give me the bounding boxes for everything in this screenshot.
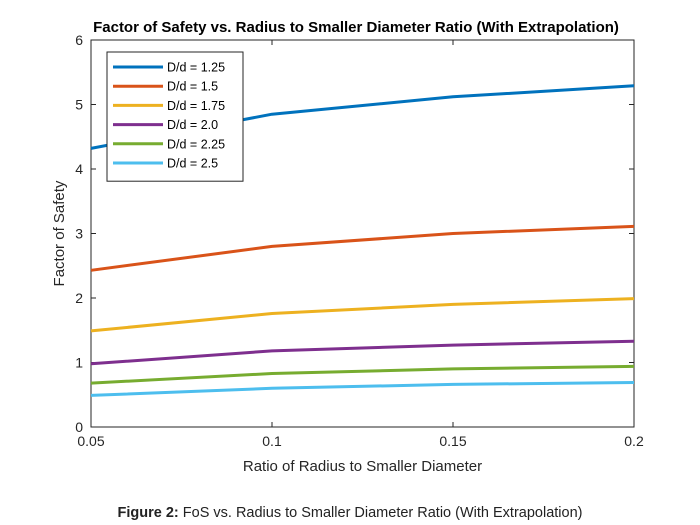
y-tick-label: 4: [75, 161, 83, 177]
x-tick-label: 0.2: [624, 433, 644, 449]
series-line-6: [90, 381, 635, 397]
y-axis: 0 1 2 3 4 5 6: [75, 32, 634, 435]
y-tick-label: 2: [75, 290, 83, 306]
legend-entry-label: D/d = 2.5: [167, 157, 218, 171]
x-tick-label: 0.05: [77, 433, 104, 449]
y-tick-label: 5: [75, 97, 83, 113]
legend-entry-label: D/d = 2.25: [167, 137, 225, 151]
legend-entry-label: D/d = 1.25: [167, 61, 225, 75]
legend-entry-label: D/d = 1.5: [167, 80, 218, 94]
y-tick-label: 0: [75, 419, 83, 435]
y-tick-label: 6: [75, 32, 83, 48]
caption-label: Figure 2:: [117, 505, 179, 521]
line-chart: Factor of Safety vs. Radius to Smaller D…: [51, 19, 644, 475]
caption-text: FoS vs. Radius to Smaller Diameter Ratio…: [182, 505, 583, 521]
y-tick-label: 3: [75, 226, 83, 242]
legend-box: [106, 51, 244, 182]
x-tick-label: 0.15: [439, 433, 466, 449]
legend-entry-label: D/d = 2.0: [167, 118, 218, 132]
series-line-2: [90, 224, 635, 272]
x-tick-label: 0.1: [262, 433, 282, 449]
series-line-5: [90, 364, 635, 385]
series-layer: [90, 84, 635, 397]
series-line-4: [90, 339, 635, 366]
x-axis: 0.05 0.1 0.15 0.2: [77, 40, 644, 449]
chart-title: Factor of Safety vs. Radius to Smaller D…: [93, 19, 619, 36]
y-tick-label: 1: [75, 355, 83, 371]
legend: D/d = 1.25 D/d = 1.5 D/d = 1.75 D/d = 2.0 D/…: [106, 51, 244, 182]
x-axis-label: Ratio of Radius to Smaller Diameter: [243, 458, 482, 475]
figure-caption: Figure 2: FoS vs. Radius to Smaller Diam…: [0, 505, 700, 521]
y-axis-label: Factor of Safety: [51, 180, 68, 286]
legend-entry-label: D/d = 1.75: [167, 99, 225, 113]
series-line-3: [90, 297, 635, 333]
